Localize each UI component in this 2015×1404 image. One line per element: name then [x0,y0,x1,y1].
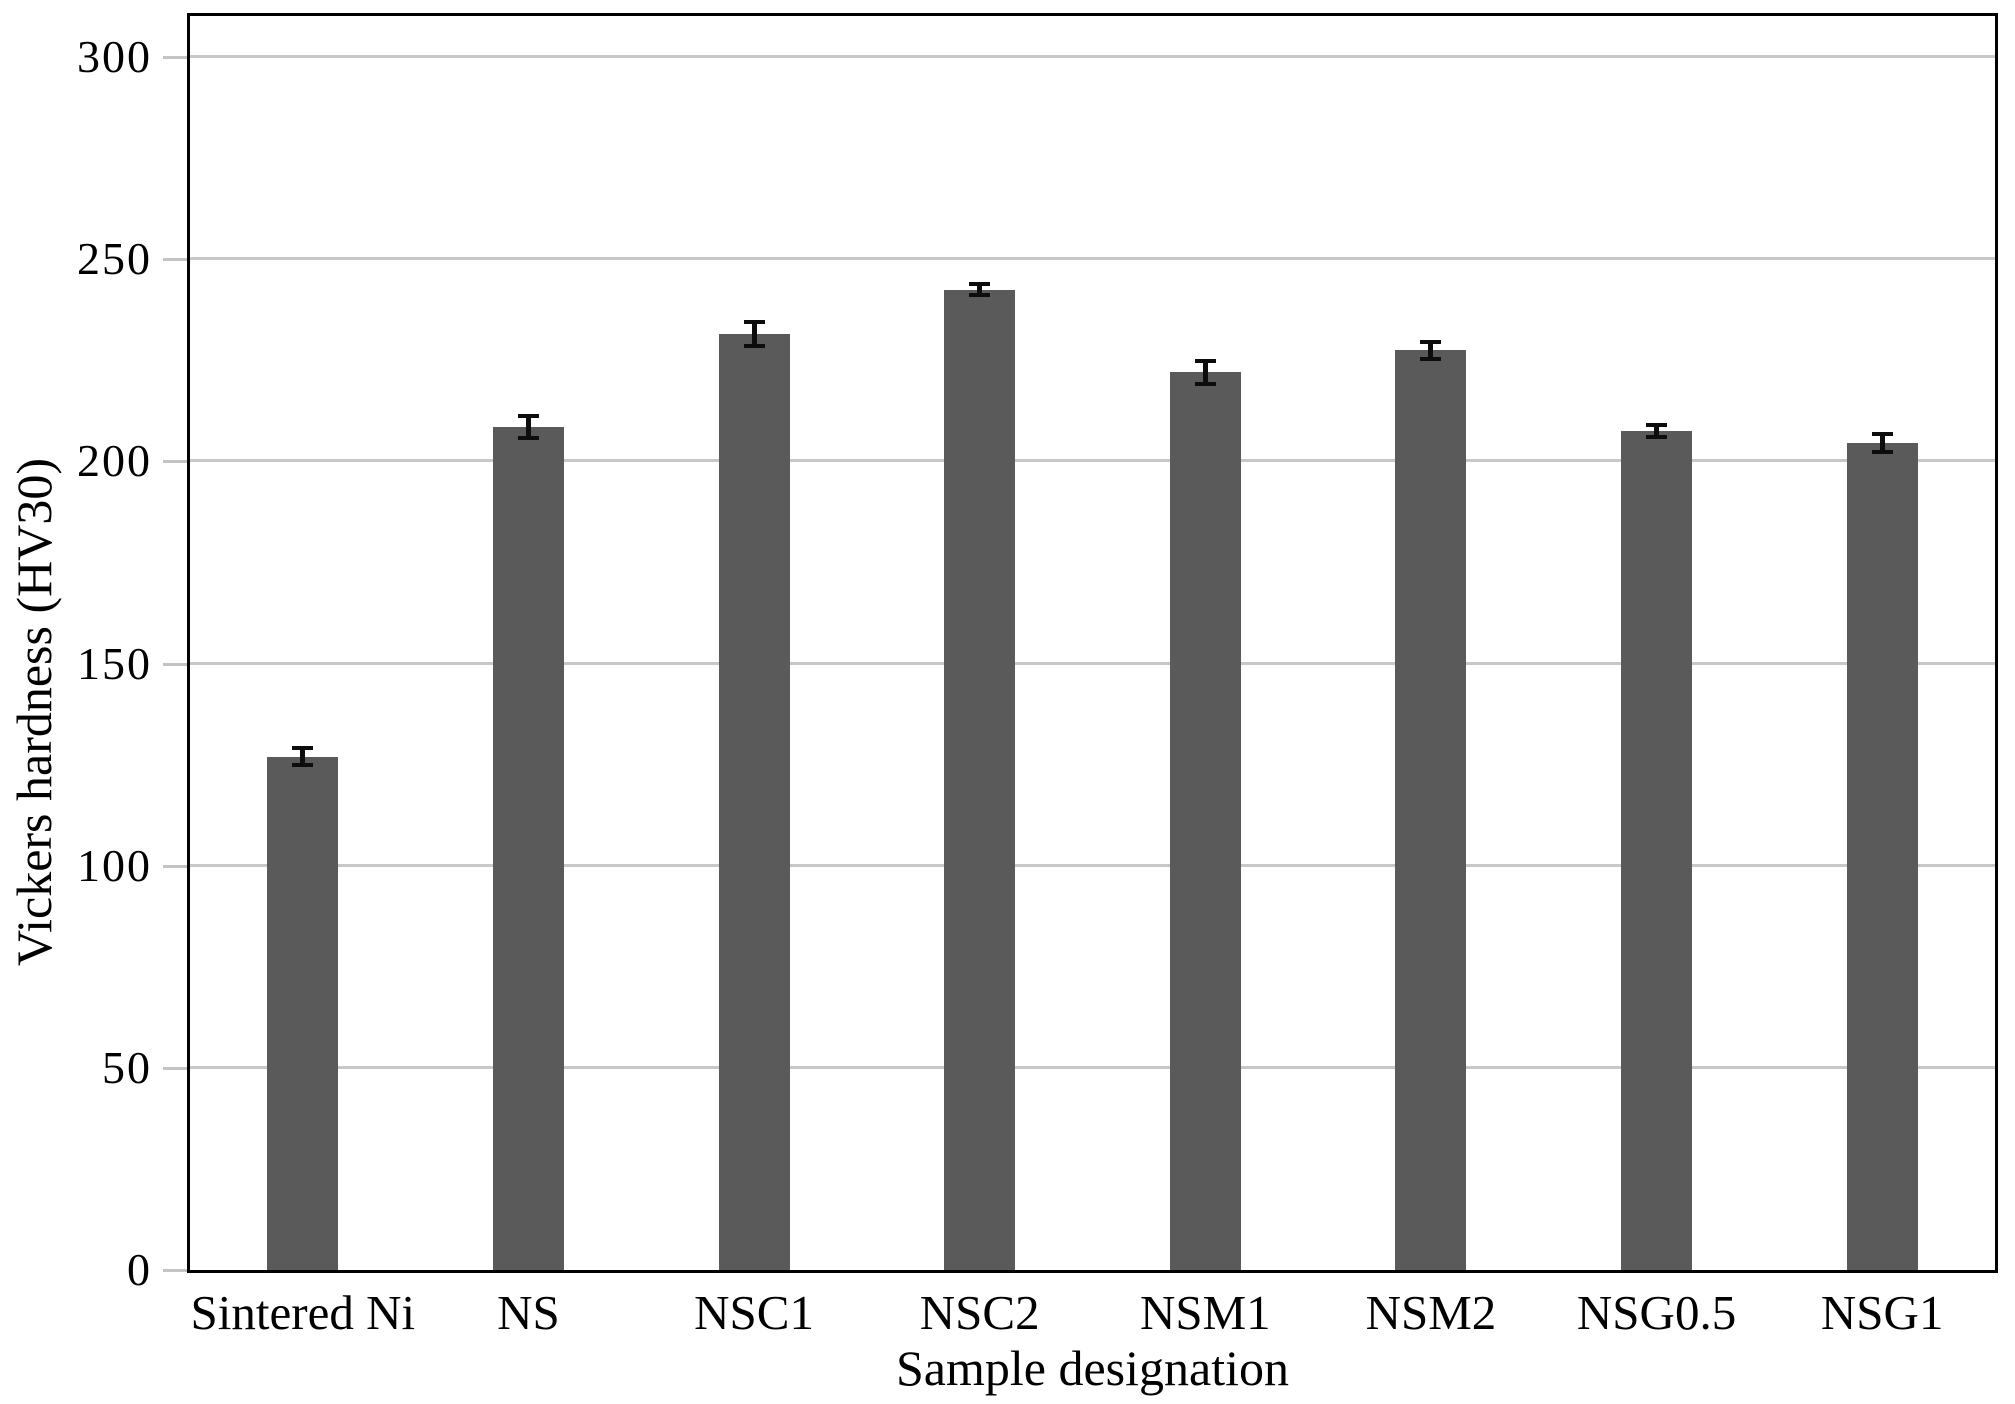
gridline-200 [190,459,1995,463]
x-category-label-NSC1: NSC1 [694,1285,814,1340]
error-cap-bottom-NSM2 [1420,356,1442,361]
error-cap-top-NSC2 [969,281,991,286]
error-cap-bottom-NSG1 [1871,450,1893,455]
bar-NSG1 [1846,443,1918,1270]
error-cap-top-Sintered Ni [292,746,314,751]
x-category-label-Sintered Ni: Sintered Ni [190,1285,416,1340]
error-cap-top-NSM1 [1194,358,1216,363]
y-tick-label-300: 300 [77,31,152,82]
error-cap-bottom-NSC2 [969,293,991,298]
y-tick-label-0: 0 [127,1244,152,1295]
y-tick-label-100: 100 [77,839,152,891]
error-bar-NSC1 [751,321,757,347]
error-cap-bottom-NSM1 [1194,382,1216,387]
gridline-300 [190,55,1995,59]
y-tick-mark-300 [163,56,187,59]
y-tick-mark-100 [163,864,187,868]
bar-NSC2 [944,289,1016,1270]
y-axis-title: Vickers hardness (HV30) [6,458,62,966]
bar-Sintered Ni [267,756,339,1270]
error-cap-bottom-Sintered Ni [292,762,314,767]
error-bar-NSG0.5 [1654,425,1660,437]
bar-NSM2 [1395,350,1467,1270]
gridline-150 [190,661,1995,665]
error-cap-bottom-NSC1 [743,344,765,349]
x-category-label-NSG1: NSG1 [1820,1285,1944,1340]
gridline-50 [190,1065,1995,1069]
x-category-label-NS: NS [497,1285,560,1340]
error-bar-Sintered Ni [300,748,306,765]
error-bar-NSM1 [1202,360,1208,385]
error-cap-top-NSM2 [1420,339,1442,344]
y-tick-label-250: 250 [77,233,152,285]
error-bar-NSC2 [977,283,983,296]
y-tick-label-150: 150 [77,637,152,689]
bar-NSM1 [1169,372,1241,1270]
x-category-label-NSC2: NSC2 [919,1285,1040,1340]
x-category-label-NSM2: NSM2 [1365,1285,1497,1340]
error-cap-bottom-NSG0.5 [1646,434,1668,439]
y-tick-mark-250 [163,258,187,262]
y-tick-mark-150 [163,662,187,666]
y-tick-label-200: 200 [77,435,152,487]
error-bar-NSM2 [1428,341,1434,359]
y-tick-mark-0 [163,1269,187,1272]
y-tick-label-50: 50 [102,1041,152,1093]
error-cap-top-NSG0.5 [1646,423,1668,428]
y-tick-mark-200 [163,460,187,464]
error-bar-NSG1 [1879,433,1885,453]
error-cap-bottom-NS [517,435,539,440]
bar-NSG0.5 [1621,431,1693,1270]
gridline-250 [190,257,1995,261]
x-category-label-NSM1: NSM1 [1139,1285,1271,1340]
gridline-100 [190,863,1995,867]
error-cap-top-NS [517,414,539,419]
x-axis-title: Sample designation [896,1340,1289,1396]
error-cap-top-NSC1 [743,319,765,324]
bar-NS [492,426,564,1270]
x-category-label-NSG0.5: NSG0.5 [1576,1285,1737,1340]
y-tick-mark-50 [163,1066,187,1070]
plot-area [187,13,1998,1273]
error-cap-top-NSG1 [1871,431,1893,436]
error-bar-NS [525,416,531,438]
bar-NSC1 [718,333,790,1270]
